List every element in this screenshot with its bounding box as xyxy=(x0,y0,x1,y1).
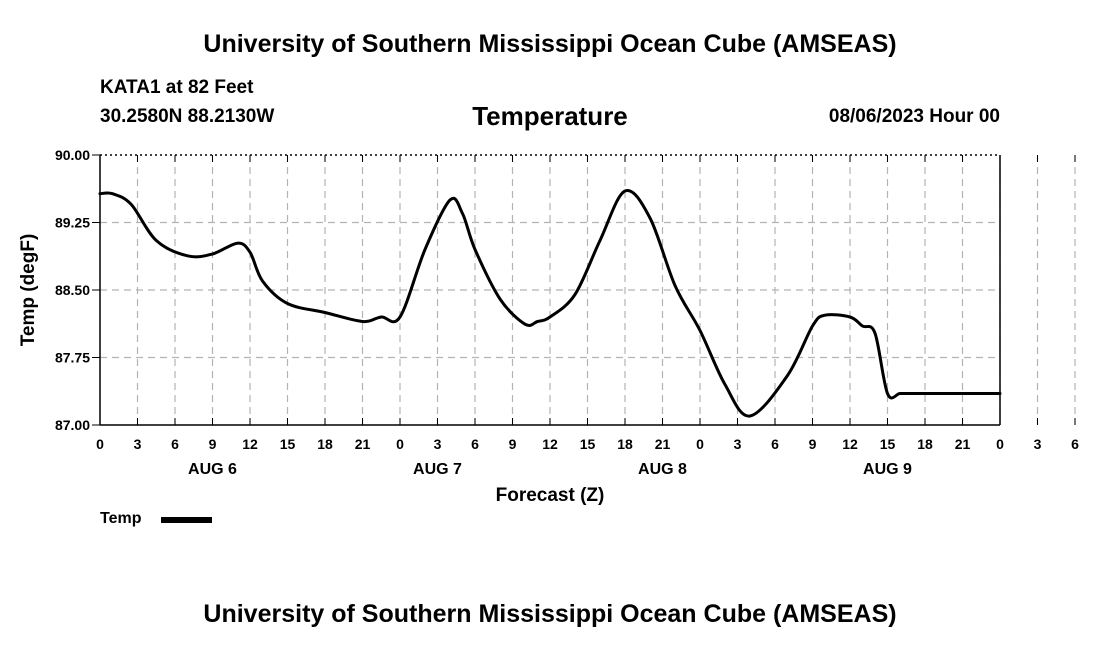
x-tick-label: 0 xyxy=(396,436,404,452)
x-tick-label: 0 xyxy=(96,436,104,452)
x-axis-title: Forecast (Z) xyxy=(496,485,605,506)
temp-series-line xyxy=(98,188,1002,418)
y-tick-label: 89.25 xyxy=(55,215,90,231)
x-tick-label: 15 xyxy=(880,436,896,452)
y-tick-label: 90.00 xyxy=(55,147,90,163)
legend-label: Temp xyxy=(100,510,142,527)
x-tick-label: 0 xyxy=(696,436,704,452)
x-tick-label: 6 xyxy=(471,436,479,452)
datetime-label: 08/06/2023 Hour 00 xyxy=(828,106,1000,127)
x-tick-label: 21 xyxy=(955,436,971,452)
chart-title: Temperature xyxy=(472,101,628,131)
x-tick-label: 12 xyxy=(842,436,858,452)
x-tick-label: 9 xyxy=(209,436,217,452)
x-tick-label: 9 xyxy=(509,436,517,452)
x-tick-label: 12 xyxy=(542,436,558,452)
x-tick-label: 3 xyxy=(1034,436,1042,452)
y-axis-title: Temp (degF) xyxy=(18,234,39,347)
top-title: University of Southern Mississippi Ocean… xyxy=(203,30,897,58)
day-label: AUG 6 xyxy=(188,461,237,478)
y-tick-label: 87.75 xyxy=(55,350,90,366)
day-label: AUG 8 xyxy=(638,461,687,478)
x-tick-label: 6 xyxy=(771,436,779,452)
x-tick-label: 3 xyxy=(434,436,442,452)
station-label: KATA1 at 82 Feet xyxy=(100,77,254,98)
x-tick-label: 18 xyxy=(317,436,333,452)
y-tick-label: 87.00 xyxy=(55,417,90,433)
x-tick-label: 15 xyxy=(580,436,596,452)
legend-swatch xyxy=(161,517,212,523)
y-tick-label: 88.50 xyxy=(55,282,90,298)
day-label: AUG 9 xyxy=(863,461,912,478)
x-tick-label: 21 xyxy=(655,436,671,452)
coordinates-label: 30.2580N 88.2130W xyxy=(100,106,275,127)
x-tick-label: 12 xyxy=(242,436,258,452)
x-tick-label: 3 xyxy=(134,436,142,452)
x-tick-label: 0 xyxy=(996,436,1004,452)
x-tick-label: 18 xyxy=(917,436,933,452)
x-tick-label: 21 xyxy=(355,436,371,452)
x-tick-label: 6 xyxy=(1071,436,1079,452)
x-tick-label: 6 xyxy=(171,436,179,452)
x-tick-label: 3 xyxy=(734,436,742,452)
x-tick-label: 18 xyxy=(617,436,633,452)
bottom-title: University of Southern Mississippi Ocean… xyxy=(203,600,897,628)
x-tick-label: 15 xyxy=(280,436,296,452)
x-tick-label: 9 xyxy=(809,436,817,452)
day-label: AUG 7 xyxy=(413,461,462,478)
